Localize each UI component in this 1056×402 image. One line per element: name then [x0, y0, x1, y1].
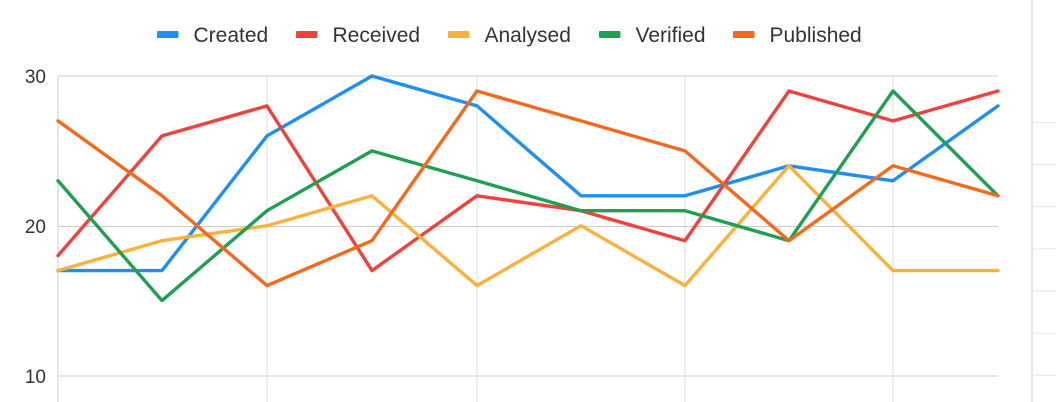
svg-text:Published: Published [770, 24, 862, 47]
svg-text:10: 10 [25, 367, 46, 388]
svg-text:20: 20 [25, 217, 46, 238]
svg-text:Created: Created [194, 24, 269, 47]
svg-text:30: 30 [25, 67, 46, 88]
svg-text:Verified: Verified [636, 24, 706, 47]
svg-text:Received: Received [333, 24, 421, 47]
svg-text:Analysed: Analysed [485, 24, 571, 47]
